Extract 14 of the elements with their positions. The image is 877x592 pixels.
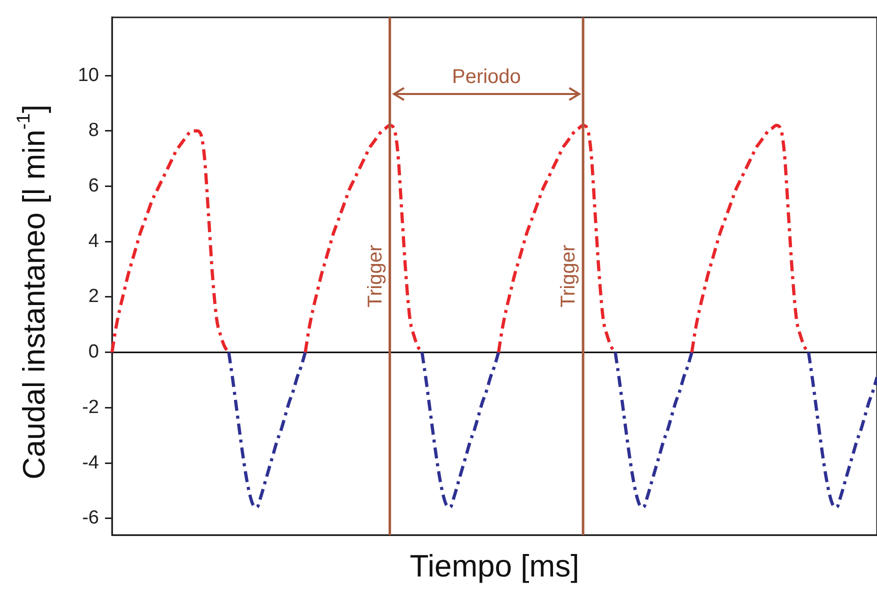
y-axis-title: Caudal instantaneo [l min-1] xyxy=(12,104,52,480)
y-tick-label: 10 xyxy=(78,64,99,86)
x-axis-title: Tiempo [ms] xyxy=(410,548,580,584)
y-tick-label: -4 xyxy=(82,452,100,474)
annotation: Trigger xyxy=(364,244,386,308)
y-tick-label: 2 xyxy=(88,286,99,308)
annotation: Trigger xyxy=(558,244,580,308)
y-tick-label: -2 xyxy=(82,396,99,418)
y-tick-label: 4 xyxy=(88,230,100,252)
y-tick-label: 0 xyxy=(88,342,99,363)
y-tick-label: -6 xyxy=(82,508,99,529)
y-tick-label: 8 xyxy=(88,120,99,142)
y-tick-label: 6 xyxy=(88,175,99,196)
annotation: Periodo xyxy=(452,66,521,88)
